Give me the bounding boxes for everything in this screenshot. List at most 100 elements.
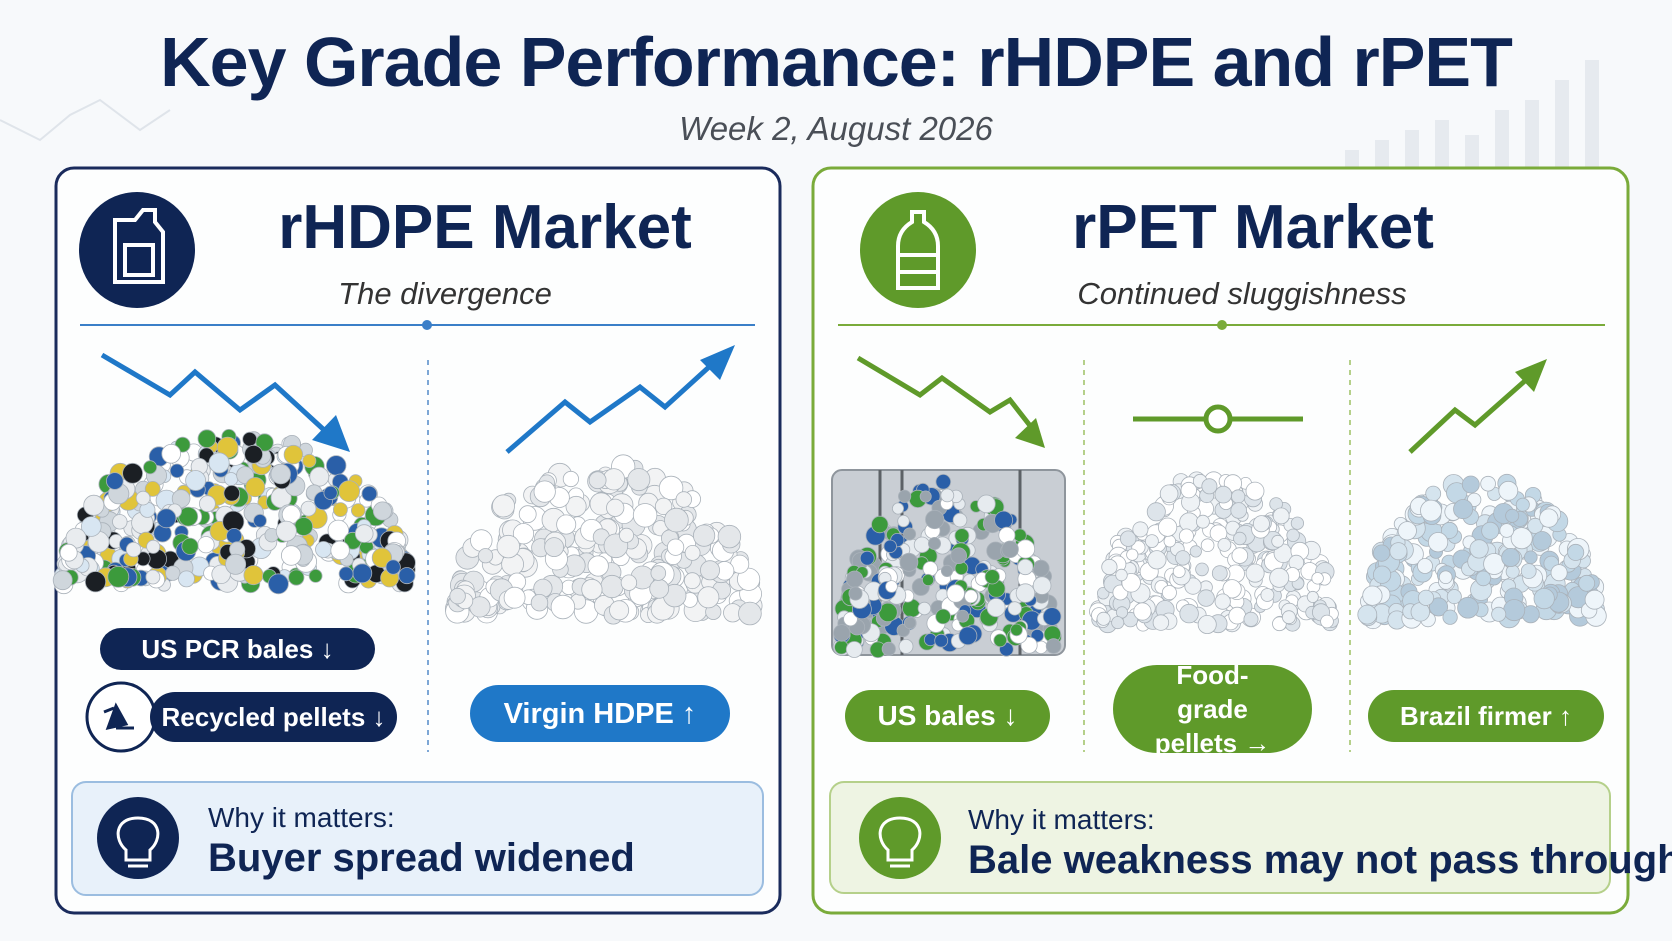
pellet xyxy=(1200,538,1215,552)
pellet xyxy=(946,584,965,603)
panel-subtitle: The divergence xyxy=(338,276,552,311)
pellet xyxy=(1245,481,1265,501)
pellet xyxy=(1152,614,1170,631)
pellet xyxy=(845,570,864,588)
pellet xyxy=(1532,531,1552,551)
pellet xyxy=(994,510,1013,530)
pellet xyxy=(1311,572,1324,585)
pellet xyxy=(1441,521,1459,539)
pellet xyxy=(684,545,701,561)
pellet xyxy=(1425,485,1442,502)
pellet xyxy=(1252,515,1270,533)
pellet xyxy=(1510,527,1533,550)
pellet xyxy=(1550,564,1568,582)
pellet xyxy=(512,523,535,545)
pellet xyxy=(952,512,968,528)
pellet xyxy=(1271,534,1285,548)
pellet xyxy=(1180,481,1198,499)
pellet xyxy=(1533,587,1555,610)
pellet xyxy=(1286,528,1300,543)
pellet xyxy=(1217,538,1232,552)
pellet xyxy=(309,466,330,487)
divider-dot xyxy=(422,320,432,330)
pellet xyxy=(253,513,267,528)
trend-down xyxy=(856,355,1037,434)
pellet xyxy=(1032,559,1050,578)
pellet xyxy=(1032,576,1052,595)
panel-title: rHDPE Market xyxy=(278,193,692,262)
pellet xyxy=(533,480,556,503)
pellet xyxy=(255,433,274,452)
label-pill: US bales ↓ xyxy=(845,690,1050,742)
pellet xyxy=(1429,597,1449,617)
pellet xyxy=(1245,563,1265,583)
pellet xyxy=(892,502,905,515)
pellet xyxy=(1017,558,1034,576)
pellet xyxy=(470,529,493,552)
panel-subtitle: Continued sluggishness xyxy=(1077,276,1407,311)
pellet xyxy=(208,452,230,474)
pellet xyxy=(351,503,366,518)
pellet xyxy=(609,600,630,621)
pellet xyxy=(1505,508,1520,523)
pellet xyxy=(1231,489,1246,504)
pellet xyxy=(449,587,466,605)
pellet xyxy=(697,586,720,609)
pellet xyxy=(1417,589,1435,606)
pellet xyxy=(211,564,231,585)
pellet xyxy=(562,470,580,488)
pellet xyxy=(302,453,317,468)
jug-shape xyxy=(113,208,165,284)
pellet xyxy=(338,566,354,582)
pellet xyxy=(1010,623,1023,637)
why-label: Why it matters: xyxy=(208,802,395,833)
pellet xyxy=(83,494,105,516)
pellet xyxy=(871,515,889,534)
pellet xyxy=(1111,616,1125,630)
pellet xyxy=(897,489,912,503)
pellet xyxy=(619,527,635,543)
flat-marker xyxy=(1203,404,1233,434)
pellet xyxy=(245,477,266,498)
pellet xyxy=(197,536,215,554)
pellet xyxy=(503,586,526,609)
pellet xyxy=(361,485,378,502)
pellet xyxy=(1222,579,1242,599)
pellet xyxy=(156,508,177,529)
pellet xyxy=(954,528,970,543)
pellet xyxy=(600,574,624,599)
pellet xyxy=(1233,531,1247,546)
pellet xyxy=(185,470,207,491)
pellet xyxy=(1357,604,1378,625)
pellet xyxy=(1527,517,1544,534)
pellet xyxy=(934,633,949,648)
panel-title: rPET Market xyxy=(1072,193,1434,262)
pellet xyxy=(122,462,144,484)
pellet xyxy=(1228,606,1246,625)
pellet xyxy=(581,578,603,601)
pellet xyxy=(1179,603,1199,624)
pellet xyxy=(1501,548,1521,568)
pellet xyxy=(1524,550,1538,565)
pellet xyxy=(107,565,130,588)
pellet xyxy=(1197,589,1215,607)
pellet xyxy=(1389,542,1408,561)
pellet xyxy=(556,514,577,535)
arrowhead xyxy=(312,415,350,452)
pellet xyxy=(1584,589,1605,610)
label-pill: US PCR bales ↓ xyxy=(100,628,375,670)
label-pill: Recycled pellets ↓ xyxy=(150,692,397,742)
pellet xyxy=(244,444,264,464)
pellet xyxy=(1243,611,1259,627)
pellet xyxy=(654,497,673,516)
pellet xyxy=(146,539,161,554)
pellet xyxy=(1475,570,1492,587)
pellet xyxy=(935,608,951,625)
pellet xyxy=(1457,596,1479,619)
pellet xyxy=(323,485,338,500)
pellet xyxy=(913,536,931,554)
pellet xyxy=(84,571,107,593)
pellet xyxy=(1567,543,1585,561)
why-box xyxy=(829,781,1611,894)
pellet xyxy=(1269,567,1290,588)
